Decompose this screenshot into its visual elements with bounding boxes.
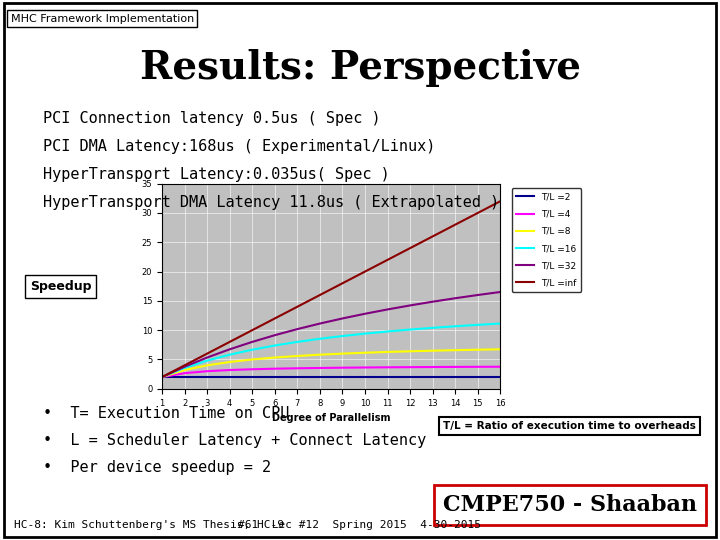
Text: •  T= Execution Time on CPU: • T= Execution Time on CPU xyxy=(43,406,289,421)
Text: PCI Connection latency 0.5us ( Spec ): PCI Connection latency 0.5us ( Spec ) xyxy=(43,111,381,126)
Text: Speedup: Speedup xyxy=(30,280,91,293)
Text: HyperTransport DMA Latency 11.8us ( Extrapolated ): HyperTransport DMA Latency 11.8us ( Extr… xyxy=(43,195,500,210)
Text: Results: Perspective: Results: Perspective xyxy=(140,49,580,86)
Text: PCI DMA Latency:168us ( Experimental/Linux): PCI DMA Latency:168us ( Experimental/Lin… xyxy=(43,139,436,154)
Text: •  Per device speedup = 2: • Per device speedup = 2 xyxy=(43,460,271,475)
Text: •  L = Scheduler Latency + Connect Latency: • L = Scheduler Latency + Connect Latenc… xyxy=(43,433,426,448)
Legend: T/L =2, T/L =4, T/L =8, T/L =16, T/L =32, T/L =inf: T/L =2, T/L =4, T/L =8, T/L =16, T/L =32… xyxy=(512,188,581,292)
X-axis label: Degree of Parallelism: Degree of Parallelism xyxy=(272,413,390,423)
Text: CMPE750 - Shaaban: CMPE750 - Shaaban xyxy=(443,494,697,516)
Text: T/L = Ratio of execution time to overheads: T/L = Ratio of execution time to overhea… xyxy=(443,421,696,431)
Text: HyperTransport Latency:0.035us( Spec ): HyperTransport Latency:0.035us( Spec ) xyxy=(43,167,390,182)
Text: MHC Framework Implementation: MHC Framework Implementation xyxy=(11,14,194,24)
Text: #61  Lec #12  Spring 2015  4-30-2015: #61 Lec #12 Spring 2015 4-30-2015 xyxy=(238,520,482,530)
Text: HC-8: Kim Schuttenberg's MS Thesis, HC-9: HC-8: Kim Schuttenberg's MS Thesis, HC-9 xyxy=(14,520,284,530)
